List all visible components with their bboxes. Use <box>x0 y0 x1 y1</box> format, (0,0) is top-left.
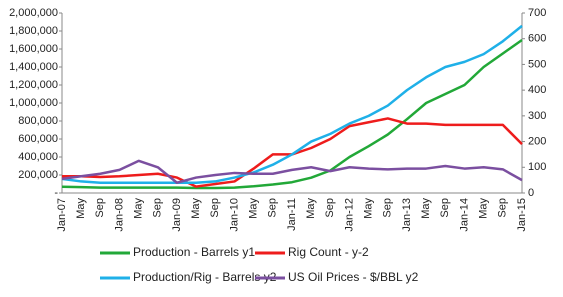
x-tick-label: May <box>420 198 432 219</box>
y2-tick-label: 100 <box>528 161 546 173</box>
x-tick-label: May <box>248 198 260 219</box>
x-tick-label: Jan-10 <box>228 198 240 232</box>
y-tick-label: 400,000 <box>18 151 58 163</box>
x-tick-label: Sep <box>267 198 279 218</box>
y2-tick-label: 500 <box>528 58 546 70</box>
x-tick-label: Jan-13 <box>401 198 413 232</box>
x-tick-label: Sep <box>152 198 164 218</box>
y2-tick-label: 0 <box>528 187 534 199</box>
series-line <box>61 24 523 184</box>
legend-label: US Oil Prices - $/BBL y2 <box>288 270 419 284</box>
x-tick-label: May <box>478 198 490 219</box>
y-tick-label: 1,200,000 <box>9 79 58 91</box>
y-tick-label: 200,000 <box>18 169 58 181</box>
series-line <box>61 159 523 184</box>
y-tick-label: 800,000 <box>18 115 58 127</box>
x-tick-label: Jan-14 <box>458 198 470 232</box>
y-tick-label: 1,000,000 <box>9 97 58 109</box>
y-tick-label: 600,000 <box>18 133 58 145</box>
x-tick-label: Sep <box>382 198 394 218</box>
x-tick-label: Sep <box>94 198 106 218</box>
x-tick-label: May <box>75 198 87 219</box>
x-tick-label: May <box>305 198 317 219</box>
x-tick-label: Sep <box>439 198 451 218</box>
x-tick-label: Jan-15 <box>516 198 528 232</box>
y-tick-label: 2,000,000 <box>9 7 58 19</box>
y2-tick-label: 300 <box>528 110 546 122</box>
y-tick-label: 1,800,000 <box>9 25 58 37</box>
x-tick-label: May <box>190 198 202 219</box>
y2-tick-label: 400 <box>528 84 546 96</box>
series-line <box>61 38 523 190</box>
y-tick-label: 1,400,000 <box>9 61 58 73</box>
y2-tick-label: 600 <box>528 33 546 45</box>
series-line <box>62 117 523 188</box>
x-tick-label: May <box>363 198 375 219</box>
legend-label: Production/Rig - Barrels y2 <box>133 270 277 284</box>
x-tick-label: Sep <box>497 198 509 218</box>
x-tick-label: May <box>133 198 145 219</box>
y2-tick-label: 200 <box>528 135 546 147</box>
x-tick-label: Jan-07 <box>56 198 68 232</box>
y2-tick-label: 700 <box>528 7 546 19</box>
x-tick-label: Jan-12 <box>343 198 355 232</box>
x-tick-label: Sep <box>209 198 221 218</box>
legend-label: Rig Count - y-2 <box>288 245 369 259</box>
y-tick-label: - <box>54 187 58 199</box>
x-tick-label: Jan-11 <box>286 198 298 231</box>
legend-label: Production - Barrels y1 <box>133 245 255 259</box>
x-tick-label: Jan-09 <box>171 198 183 232</box>
x-tick-label: Sep <box>324 198 336 218</box>
y-tick-label: 1,600,000 <box>9 43 58 55</box>
x-tick-label: Jan-08 <box>113 198 125 232</box>
